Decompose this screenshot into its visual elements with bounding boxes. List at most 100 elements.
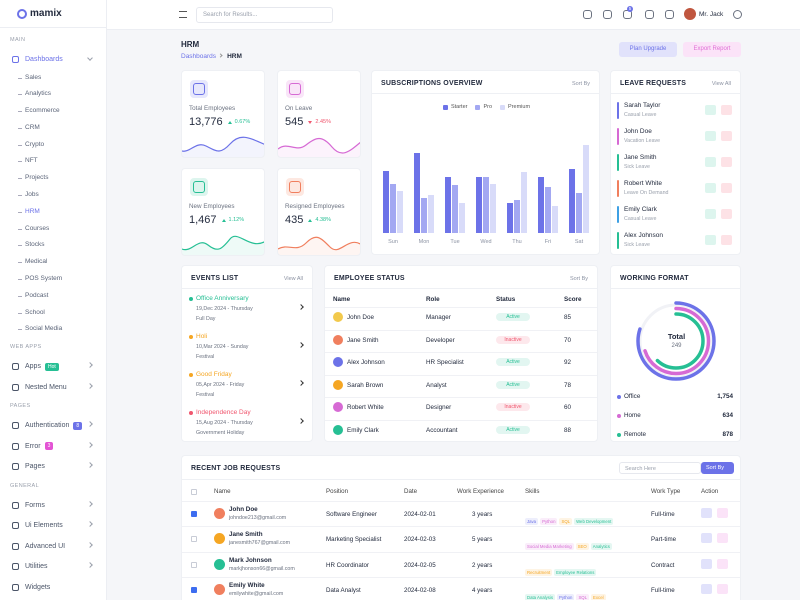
edit-button[interactable] [717, 558, 728, 569]
column-header: Status [496, 296, 516, 303]
view-button[interactable] [701, 558, 712, 569]
nav-subitem[interactable]: Stocks [0, 237, 106, 254]
nav-icon [12, 442, 19, 450]
nav-subitem[interactable]: Crypto [0, 137, 106, 154]
nav-subitem[interactable]: Analytics [0, 86, 106, 103]
chevron [87, 421, 93, 428]
approve-button[interactable] [705, 131, 716, 141]
nav-item[interactable]: Widgets [0, 577, 106, 598]
search-placeholder: Search for Results... [203, 12, 258, 18]
sort-button[interactable]: Sort By [701, 462, 734, 474]
header-icon[interactable] [665, 10, 674, 19]
stat-change: 4.38% [315, 217, 331, 223]
bar [583, 145, 589, 233]
nav-subitem[interactable]: Social Media [0, 321, 106, 338]
legend-item: Starter [442, 104, 467, 110]
reject-button[interactable] [721, 157, 732, 167]
position: Data Analyst [326, 586, 361, 594]
stat-label: Total Employees [189, 105, 236, 112]
reject-button[interactable] [721, 105, 732, 115]
action-button[interactable]: Export Report [683, 42, 741, 57]
view-button[interactable] [701, 508, 712, 518]
nav-item[interactable]: Apps Hot [0, 356, 106, 377]
nav-item[interactable]: Authentication 8 [0, 415, 106, 436]
nav-item[interactable]: Ui Elements [0, 515, 106, 536]
approve-button[interactable] [705, 235, 716, 245]
approve-button[interactable] [705, 183, 716, 193]
nav-subitem[interactable]: Medical [0, 254, 106, 271]
divider [611, 93, 740, 94]
action-button[interactable]: Plan Upgrade [619, 42, 677, 57]
row-checkbox[interactable] [191, 586, 197, 593]
event-arrow[interactable] [298, 380, 304, 386]
search-box[interactable]: Search Here [619, 462, 701, 474]
sparkline-line [278, 137, 360, 154]
event-arrow[interactable] [298, 418, 304, 424]
bar [445, 177, 451, 233]
nav-item[interactable]: Dashboards [0, 49, 106, 70]
header-icon[interactable] [733, 10, 742, 19]
edit-button[interactable] [717, 533, 728, 544]
row-checkbox[interactable] [191, 561, 197, 568]
brand-name: mamix [30, 8, 62, 19]
employee-score: 88 [564, 426, 572, 434]
nav-subitem[interactable]: Sales [0, 70, 106, 87]
header-icon[interactable] [583, 10, 592, 19]
nav-item[interactable]: Utilities [0, 556, 106, 577]
stat-card: Total Employees 13,776 0.67% [181, 70, 265, 158]
approve-button[interactable] [705, 209, 716, 219]
nav-item[interactable]: Forms [0, 495, 106, 516]
view-all[interactable]: View All [283, 276, 303, 282]
edit-button[interactable] [717, 583, 728, 594]
column-header: Role [426, 296, 440, 303]
nav-subitem[interactable]: Ecommerce [0, 103, 106, 120]
applicant-name: John Doe [229, 506, 258, 513]
nav-subitem[interactable]: POS System [0, 271, 106, 288]
header-checkbox[interactable] [191, 489, 197, 495]
column-header: Date [404, 488, 418, 495]
event-kind: Government Holiday [196, 430, 245, 436]
leave-name: Robert White [624, 180, 662, 187]
nav-subitem[interactable]: School [0, 305, 106, 322]
header-icon[interactable] [645, 10, 654, 19]
nav-icon [12, 501, 19, 509]
nav-subitem[interactable]: NFT [0, 153, 106, 170]
nav-subitem[interactable]: Courses [0, 221, 106, 238]
stat-label: Resigned Employees [285, 203, 345, 210]
sort-by[interactable]: Sort By [569, 276, 588, 282]
event-arrow[interactable] [298, 342, 304, 348]
work-type: Full-time [651, 586, 675, 594]
nav-item[interactable]: Nested Menu [0, 377, 106, 398]
view-all[interactable]: View All [711, 81, 731, 87]
breadcrumb-item[interactable]: Dashboards [181, 53, 217, 60]
header-icon[interactable] [603, 10, 612, 19]
user-avatar[interactable] [684, 8, 696, 20]
approve-button[interactable] [705, 105, 716, 115]
nav-subitem[interactable]: Projects [0, 170, 106, 187]
nav-subitem[interactable]: CRM [0, 120, 106, 137]
row-checkbox[interactable] [191, 511, 197, 517]
search-box[interactable]: Search for Results... [196, 7, 333, 23]
edit-button[interactable] [717, 508, 728, 518]
menu-toggle[interactable] [179, 11, 187, 18]
nav-item[interactable]: Pages [0, 456, 106, 477]
nav-subitem[interactable]: Podcast [0, 288, 106, 305]
nav-item[interactable]: Error 3 [0, 436, 106, 457]
reject-button[interactable] [721, 235, 732, 245]
view-button[interactable] [701, 583, 712, 594]
event-arrow[interactable] [298, 304, 304, 310]
row-checkbox[interactable] [191, 536, 197, 543]
reject-button[interactable] [721, 183, 732, 193]
view-button[interactable] [701, 533, 712, 544]
experience: 4 years [472, 586, 493, 594]
nav-subitem[interactable]: HRM [0, 204, 106, 221]
sort-by[interactable]: Sort By [571, 81, 590, 87]
approve-button[interactable] [705, 157, 716, 167]
reject-button[interactable] [721, 131, 732, 141]
nav-item[interactable]: Advanced UI [0, 536, 106, 557]
nav: MAIN Dashboards Sales Analytics Ecommerce CRM… [0, 28, 106, 597]
leave-type: Leave On Demand [624, 190, 669, 196]
nav-subitem[interactable]: Jobs [0, 187, 106, 204]
reject-button[interactable] [721, 209, 732, 219]
skill-tag: SQL [559, 518, 573, 525]
